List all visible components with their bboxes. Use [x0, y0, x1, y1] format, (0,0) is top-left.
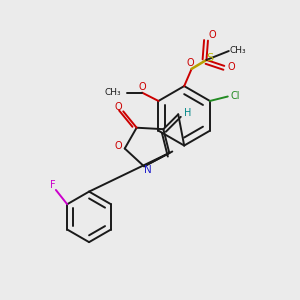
Text: O: O	[114, 140, 122, 151]
Text: F: F	[50, 180, 56, 190]
Text: CH₃: CH₃	[230, 46, 246, 55]
Text: H: H	[184, 108, 191, 118]
Text: N: N	[144, 165, 152, 175]
Text: O: O	[115, 102, 122, 112]
Text: O: O	[139, 82, 146, 92]
Text: S: S	[206, 53, 213, 64]
Text: O: O	[186, 58, 194, 68]
Text: O: O	[208, 30, 216, 40]
Text: Cl: Cl	[230, 91, 240, 101]
Text: O: O	[227, 62, 235, 72]
Text: CH₃: CH₃	[105, 88, 121, 97]
